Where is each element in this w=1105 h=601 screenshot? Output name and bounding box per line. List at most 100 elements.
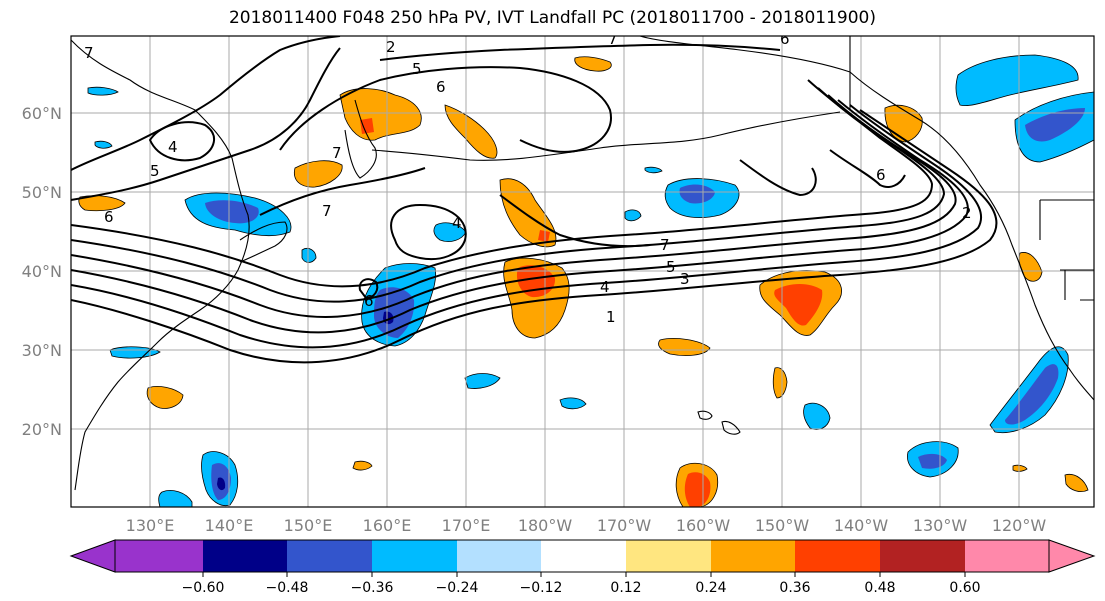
lon-label: 150°E: [284, 516, 333, 535]
contour-label-group: 7 2 5 6 7 6 4 5 6 7 7 4 6 7 5 4 3 1 6 2: [84, 30, 972, 326]
anomaly-negative: [803, 402, 831, 430]
lon-label: 130°E: [126, 516, 175, 535]
contour-label: 7: [322, 202, 332, 220]
anomaly-negative: [1025, 108, 1085, 142]
contour-label: 6: [364, 292, 374, 310]
colorbar-extend-high: [1048, 539, 1096, 573]
contour-label: 4: [452, 214, 462, 232]
anomaly-positive: [146, 386, 184, 409]
colorbar-bin: [541, 540, 626, 572]
map-title: 2018011400 F048 250 hPa PV, IVT Landfall…: [228, 8, 876, 28]
colorbar-ticks: [202, 572, 966, 577]
coastline-alaska: [639, 36, 1094, 401]
contour-label: 6: [780, 30, 790, 48]
map-plot-area: 7 2 5 6 7 6 4 5 6 7 7 4 6 7 5 4 3 1 6 2: [71, 30, 1094, 507]
coastline-kamchatka: [344, 99, 377, 179]
anomaly-negative: [644, 166, 663, 174]
contour-label: 2: [962, 204, 972, 222]
pv-contour: [279, 66, 612, 153]
border-canada-us: [849, 36, 1094, 301]
colorbar-bin: [626, 540, 711, 572]
contour-label: 3: [680, 270, 690, 288]
colorbar-tick-label: −0.48: [266, 580, 309, 596]
colorbar-tick-label: 0.48: [864, 580, 895, 596]
coastline-asia: [71, 39, 250, 491]
coastline-hawaii: [697, 410, 741, 435]
longitude-labels: 130°E 140°E 150°E 160°E 170°E 180°W 170°…: [126, 516, 1047, 535]
pv-contour: [71, 99, 969, 334]
colorbar-tick-label: −0.24: [436, 580, 479, 596]
anomaly-negative: [217, 477, 226, 491]
colorbar-bin: [795, 540, 880, 572]
colorbar: −0.60 −0.48 −0.36 −0.24 −0.12 0.12 0.24 …: [69, 539, 1096, 596]
lat-label: 30°N: [22, 341, 62, 360]
anomaly-positive: [360, 118, 374, 134]
contour-label: 7: [84, 44, 94, 62]
pv-contour: [259, 167, 426, 216]
lat-label: 50°N: [22, 183, 62, 202]
anomaly-positive: [774, 284, 823, 326]
colorbar-frame: [114, 539, 1050, 573]
coastline-japan: [239, 221, 288, 263]
lat-label: 20°N: [22, 420, 62, 439]
anomaly-negative: [679, 184, 715, 204]
anomaly-positive: [538, 230, 550, 242]
lon-label: 150°W: [755, 516, 810, 535]
pv-contour: [829, 149, 906, 188]
anomaly-negative: [87, 86, 119, 96]
anomaly-negative: [624, 209, 642, 222]
map-frame: [70, 35, 1095, 508]
anomaly-negative: [464, 373, 501, 389]
colorbar-bin: [965, 540, 1049, 572]
pv-contour: [739, 159, 817, 197]
anomaly-positive: [574, 56, 612, 72]
latitude-labels: 60°N 50°N 40°N 30°N 20°N: [22, 104, 62, 439]
anomaly-positive: [352, 460, 373, 471]
anomaly-negative: [1005, 364, 1059, 425]
pv-contour: [71, 79, 934, 288]
contour-label: 4: [168, 138, 178, 156]
anomaly-negative: [205, 200, 259, 224]
colorbar-tick-label: 0.12: [610, 580, 641, 596]
colorbar-bin: [711, 540, 795, 572]
colorbar-tick-label: 0.60: [949, 580, 980, 596]
pv-contour: [71, 36, 341, 171]
anomaly-negative: [158, 490, 193, 507]
pv-contour: [71, 94, 957, 318]
lat-label: 60°N: [22, 104, 62, 123]
contour-label: 1: [606, 308, 616, 326]
pv-contour: [358, 278, 379, 300]
lon-label: 170°W: [597, 516, 652, 535]
contour-label: 7: [332, 144, 342, 162]
contour-label: 2: [386, 38, 396, 56]
contour-label: 6: [104, 208, 114, 226]
contour-label: 7: [608, 30, 618, 48]
anomaly-positive: [78, 195, 126, 212]
contour-label: 6: [876, 166, 886, 184]
contour-label: 4: [600, 278, 610, 296]
colorbar-bin: [287, 540, 372, 572]
colorbar-extend-low: [69, 539, 116, 573]
pv-contour: [390, 203, 467, 260]
contour-label: 6: [436, 78, 446, 96]
colorbar-bin: [457, 540, 541, 572]
colorbar-tick-label: 0.36: [779, 580, 810, 596]
lon-label: 170°E: [442, 516, 491, 535]
colorbar-tick-label: 0.24: [695, 580, 726, 596]
anomaly-positive: [1064, 473, 1089, 492]
anomaly-negative: [433, 222, 467, 242]
contour-label: 5: [412, 60, 422, 78]
graticule: [71, 36, 1094, 507]
lat-label: 40°N: [22, 262, 62, 281]
lon-label: 160°E: [363, 516, 412, 535]
contour-label: 5: [666, 258, 676, 276]
coastlines: [71, 36, 1094, 491]
contour-label: 5: [150, 162, 160, 180]
pv-contour: [71, 104, 983, 349]
lon-label: 120°W: [992, 516, 1047, 535]
contour-label: 7: [660, 236, 670, 254]
anomaly-positive: [658, 338, 711, 356]
anomaly-positive: [684, 472, 711, 507]
colorbar-tick-labels: −0.60 −0.48 −0.36 −0.24 −0.12 0.12 0.24 …: [182, 580, 981, 596]
lon-label: 160°W: [676, 516, 731, 535]
